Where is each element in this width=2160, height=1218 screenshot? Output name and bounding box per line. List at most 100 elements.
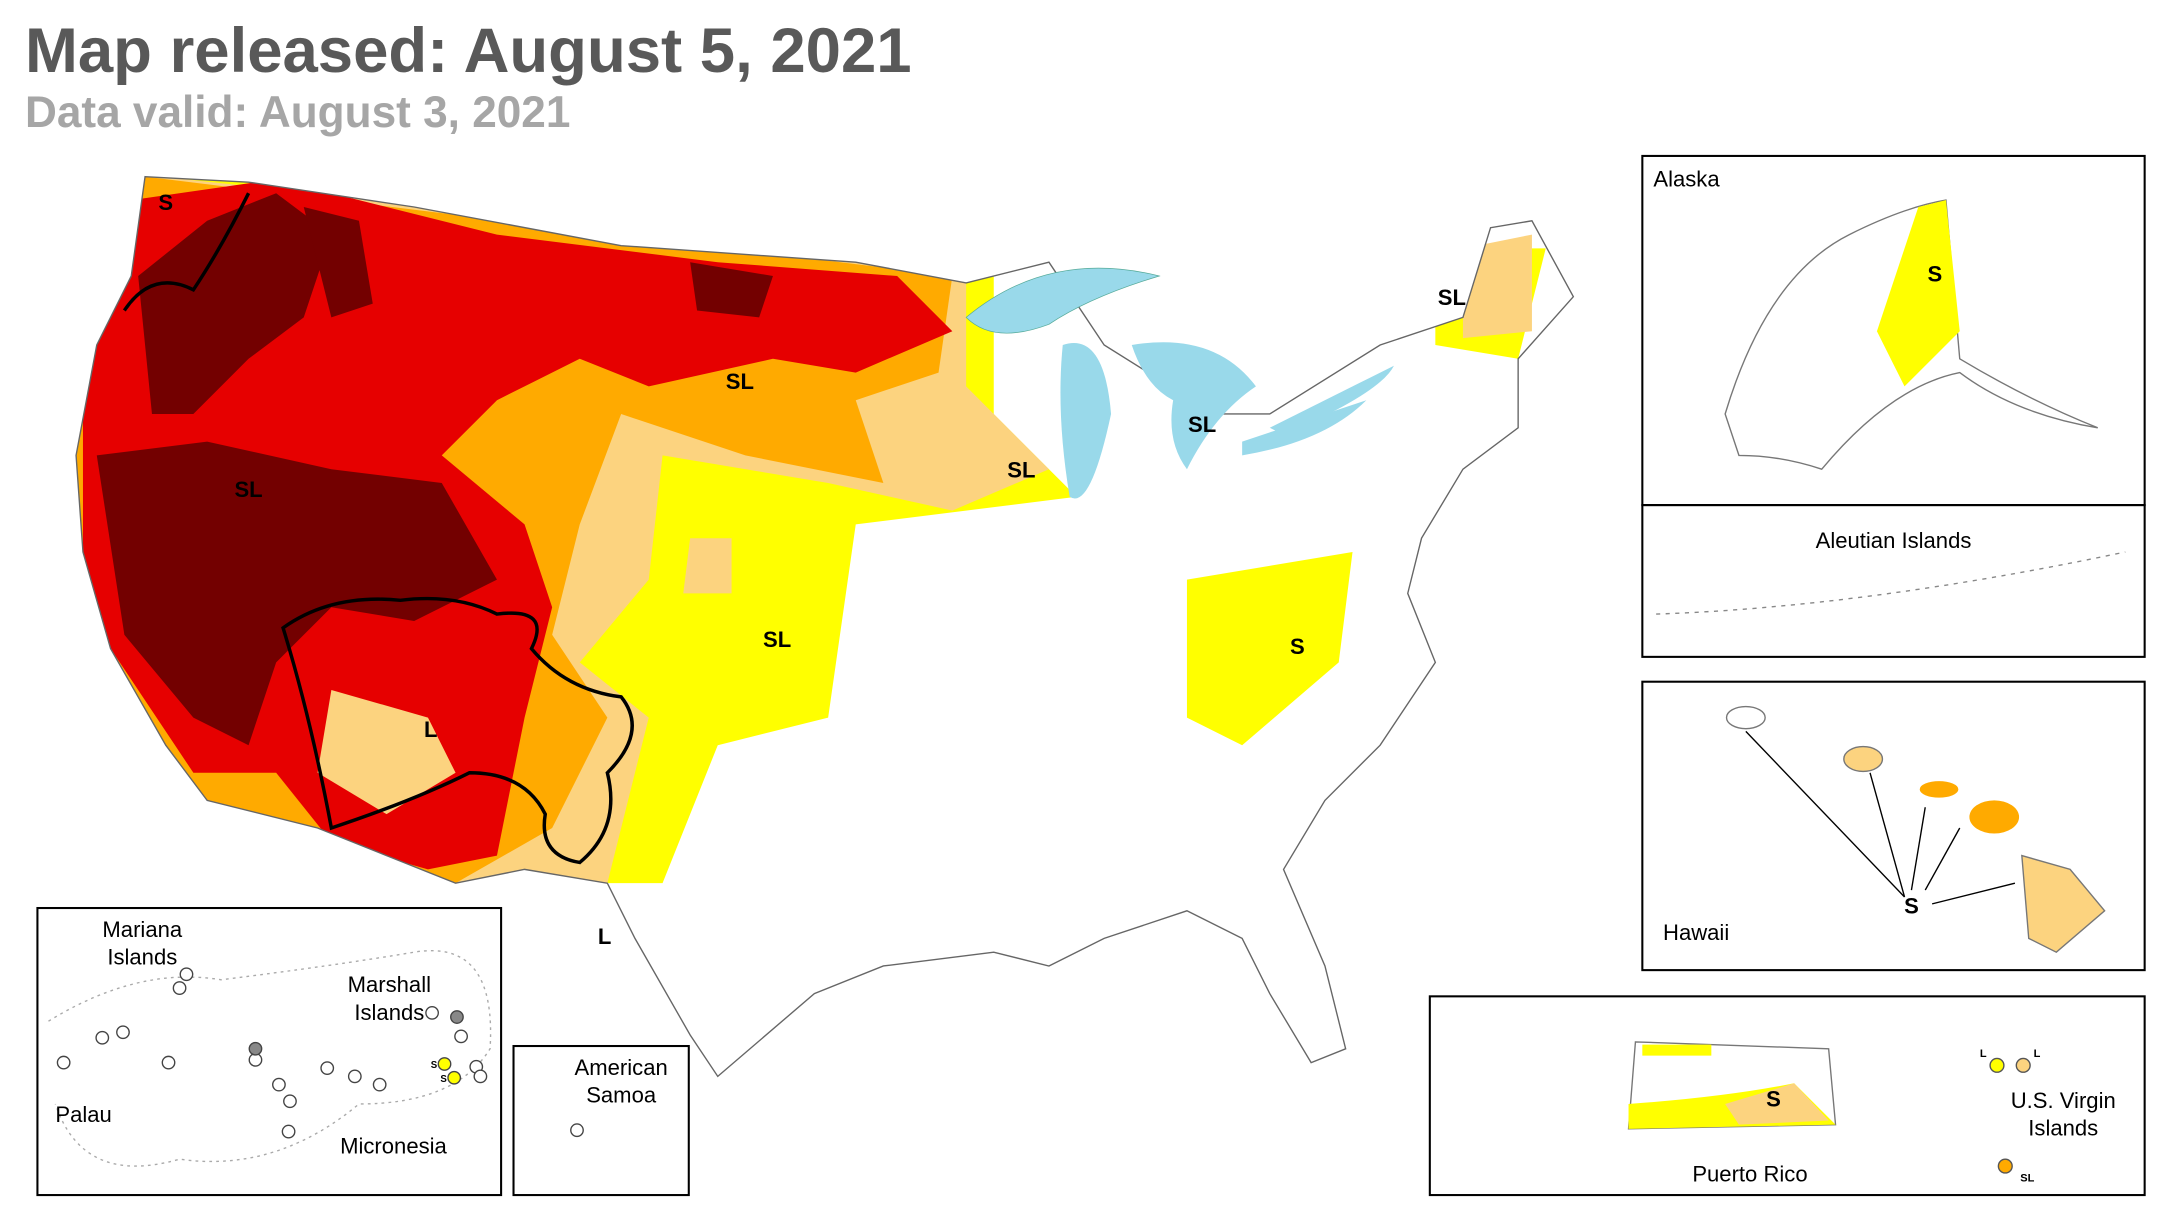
drought-area: [690, 262, 773, 318]
lake: [1060, 343, 1112, 499]
impact-label: L: [2034, 1048, 2041, 1060]
island: [179, 967, 194, 982]
pr-d0: [1642, 1044, 1712, 1056]
puerto-rico-box: [1428, 995, 2146, 1197]
great-lakes: [965, 267, 1394, 499]
impact-label: S: [431, 1060, 438, 1071]
island-data: [450, 1010, 464, 1024]
impact-label: S: [440, 1074, 447, 1085]
drought-area: [317, 689, 456, 815]
inset-title: Marshall Islands: [348, 972, 431, 1025]
pacific-islands: SS: [48, 950, 584, 1167]
drought-area: [1462, 234, 1532, 339]
pacific-box: [36, 906, 503, 1197]
title-line: Marshall: [348, 972, 431, 997]
inset-title: Aleutian Islands: [1816, 528, 1972, 553]
island: [1919, 781, 1959, 798]
inset-title: Mariana Islands: [102, 917, 182, 970]
vi-island: [2015, 1057, 2031, 1073]
pointer: [1931, 882, 2016, 905]
island: [95, 1030, 110, 1045]
island: [454, 1029, 468, 1044]
impact-label: SL: [726, 369, 754, 394]
island: [320, 1061, 335, 1076]
title-line: Islands: [107, 945, 177, 970]
lake: [1242, 400, 1367, 456]
inset-title: Hawaii: [1663, 920, 1729, 945]
drought-area: [1186, 551, 1353, 746]
conus: [76, 176, 1574, 1077]
island-data: [437, 1057, 452, 1071]
hawaii-box: [1641, 680, 2146, 972]
inset-title: Micronesia: [340, 1134, 447, 1159]
impact-label: SL: [1438, 285, 1466, 310]
island-data: [447, 1070, 462, 1085]
drought-area: [96, 441, 497, 746]
island: [1969, 800, 2020, 834]
island: [172, 981, 187, 995]
island: [372, 1077, 387, 1092]
impact-label: L: [1980, 1048, 1987, 1060]
impact-label: S: [1766, 1087, 1781, 1112]
drought-area: [683, 538, 732, 594]
impact-label: SL: [234, 477, 262, 502]
aleutian-box: [1641, 504, 2146, 658]
title-line: Mariana: [102, 917, 182, 942]
title-line: Islands: [354, 1000, 424, 1025]
pointer: [1910, 807, 1926, 891]
pr-d1: [1725, 1083, 1829, 1125]
pointer: [1924, 827, 1961, 891]
title-line: Samoa: [586, 1083, 657, 1108]
vi-island: [1989, 1057, 2005, 1073]
conus-outline: [75, 175, 1575, 1078]
impact-label: S: [1290, 634, 1305, 659]
drought-area: [303, 206, 373, 318]
boundary: [48, 950, 492, 1167]
impact-label: S: [1928, 262, 1943, 287]
impact-label: SL: [2020, 1172, 2034, 1184]
island: [473, 1069, 488, 1084]
vi-island: [1997, 1158, 2013, 1174]
title-line: U.S. Virgin: [2011, 1088, 2116, 1113]
island: [425, 1006, 440, 1020]
island: [56, 1055, 71, 1070]
pointer: [1869, 772, 1906, 898]
title-line: Islands: [2028, 1116, 2098, 1141]
impact-boundary: [122, 192, 251, 312]
lake: [1269, 365, 1394, 435]
lake: [965, 267, 1161, 334]
inset-title: Puerto Rico: [1692, 1161, 1807, 1186]
island: [272, 1077, 286, 1092]
impact-label: L: [598, 924, 611, 949]
island: [283, 1094, 297, 1109]
island: [347, 1069, 362, 1084]
island: [2021, 854, 2106, 954]
impact-label: L: [424, 717, 437, 742]
island: [161, 1055, 176, 1070]
impact-label: SL: [763, 627, 791, 652]
island-data: [248, 1041, 263, 1056]
aleutian-chain: [1656, 551, 2126, 615]
alaska-d0: [1876, 200, 1960, 387]
island: [570, 1123, 584, 1138]
drought-area: [82, 179, 953, 870]
title: Map released: August 5, 2021: [25, 16, 912, 86]
inset-title: Palau: [55, 1102, 111, 1127]
island: [1843, 745, 1884, 773]
pointer: [1745, 730, 1906, 898]
inset-title: Alaska: [1653, 166, 1720, 191]
drought-area: [138, 193, 332, 414]
inset-title: U.S. Virgin Islands: [2011, 1088, 2116, 1141]
impact-label: SL: [1188, 412, 1216, 437]
hawaii-islands: [1725, 705, 2106, 954]
island: [1725, 705, 1766, 730]
impact-label: SL: [1007, 457, 1035, 482]
impact-label: S: [158, 190, 173, 215]
impact-boundary: [281, 596, 634, 865]
island: [116, 1025, 130, 1040]
island: [281, 1124, 296, 1139]
title-line: American: [575, 1055, 668, 1080]
inset-title: American Samoa: [575, 1055, 668, 1108]
